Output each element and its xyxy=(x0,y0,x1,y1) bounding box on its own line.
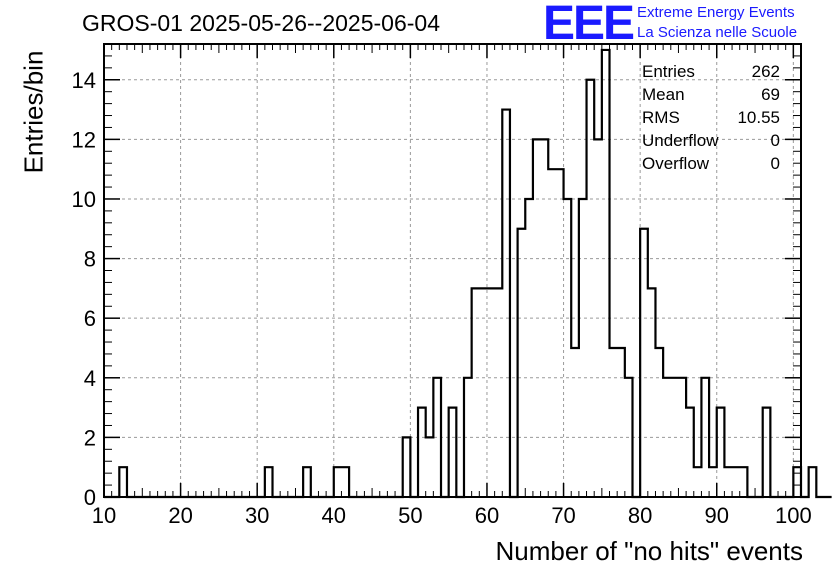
stat-label: Mean xyxy=(642,85,685,104)
x-tick-label: 50 xyxy=(398,503,422,528)
stat-value: 0 xyxy=(770,131,780,150)
x-tick-label: 20 xyxy=(168,503,192,528)
stat-label: Overflow xyxy=(642,154,710,173)
stat-row-entries: Entries 262 xyxy=(642,60,780,83)
stat-value: 69 xyxy=(761,85,780,104)
stat-value: 10.55 xyxy=(737,108,780,127)
x-axis-label: Number of "no hits" events xyxy=(495,536,804,566)
grid-lines xyxy=(104,44,801,497)
y-tick-label: 10 xyxy=(72,187,96,212)
y-tick-label: 14 xyxy=(72,68,96,93)
chart-title: GROS-01 2025-05-26--2025-06-04 xyxy=(82,10,440,36)
stat-label: RMS xyxy=(642,108,680,127)
stat-row-underflow: Underflow 0 xyxy=(642,129,780,152)
x-tick-label: 90 xyxy=(705,503,729,528)
stat-row-mean: Mean 69 xyxy=(642,83,780,106)
y-tick-label: 6 xyxy=(84,306,96,331)
x-tick-label: 60 xyxy=(475,503,499,528)
axis-ticks xyxy=(103,44,801,498)
y-axis-label: Entries/bin xyxy=(18,50,49,174)
x-tick-label: 80 xyxy=(628,503,652,528)
y-tick-label: 8 xyxy=(84,247,96,272)
y-tick-label: 0 xyxy=(84,485,96,510)
y-tick-label: 4 xyxy=(84,366,96,391)
logo-caption-line2: La Scienza nelle Scuole xyxy=(637,24,798,41)
x-tick-label: 30 xyxy=(245,503,269,528)
stat-label: Entries xyxy=(642,62,695,81)
x-tick-label: 10 xyxy=(92,503,116,528)
x-tick-label: 70 xyxy=(551,503,575,528)
stat-value: 0 xyxy=(770,154,780,173)
y-tick-label: 2 xyxy=(84,425,96,450)
x-tick-label: 100 xyxy=(775,503,812,528)
stats-box: Entries 262 Mean 69 RMS 10.55 Underflow … xyxy=(642,60,780,175)
stat-value: 262 xyxy=(751,62,780,81)
logo-caption: Extreme Energy Events La Scienza nelle S… xyxy=(637,3,797,43)
stat-row-overflow: Overflow 0 xyxy=(642,152,780,175)
x-tick-label: 40 xyxy=(322,503,346,528)
histogram-line xyxy=(104,48,832,499)
stat-row-rms: RMS 10.55 xyxy=(642,106,780,129)
stat-label: Underflow xyxy=(642,131,719,150)
tick-labels: 10 20 30 40 50 60 70 80 90 100 0 2 4 6 8 10 12 14 xyxy=(72,68,812,528)
y-tick-label: 12 xyxy=(72,127,96,152)
eee-logo: EEE xyxy=(543,0,635,50)
logo-caption-line1: Extreme Energy Events xyxy=(637,4,795,21)
